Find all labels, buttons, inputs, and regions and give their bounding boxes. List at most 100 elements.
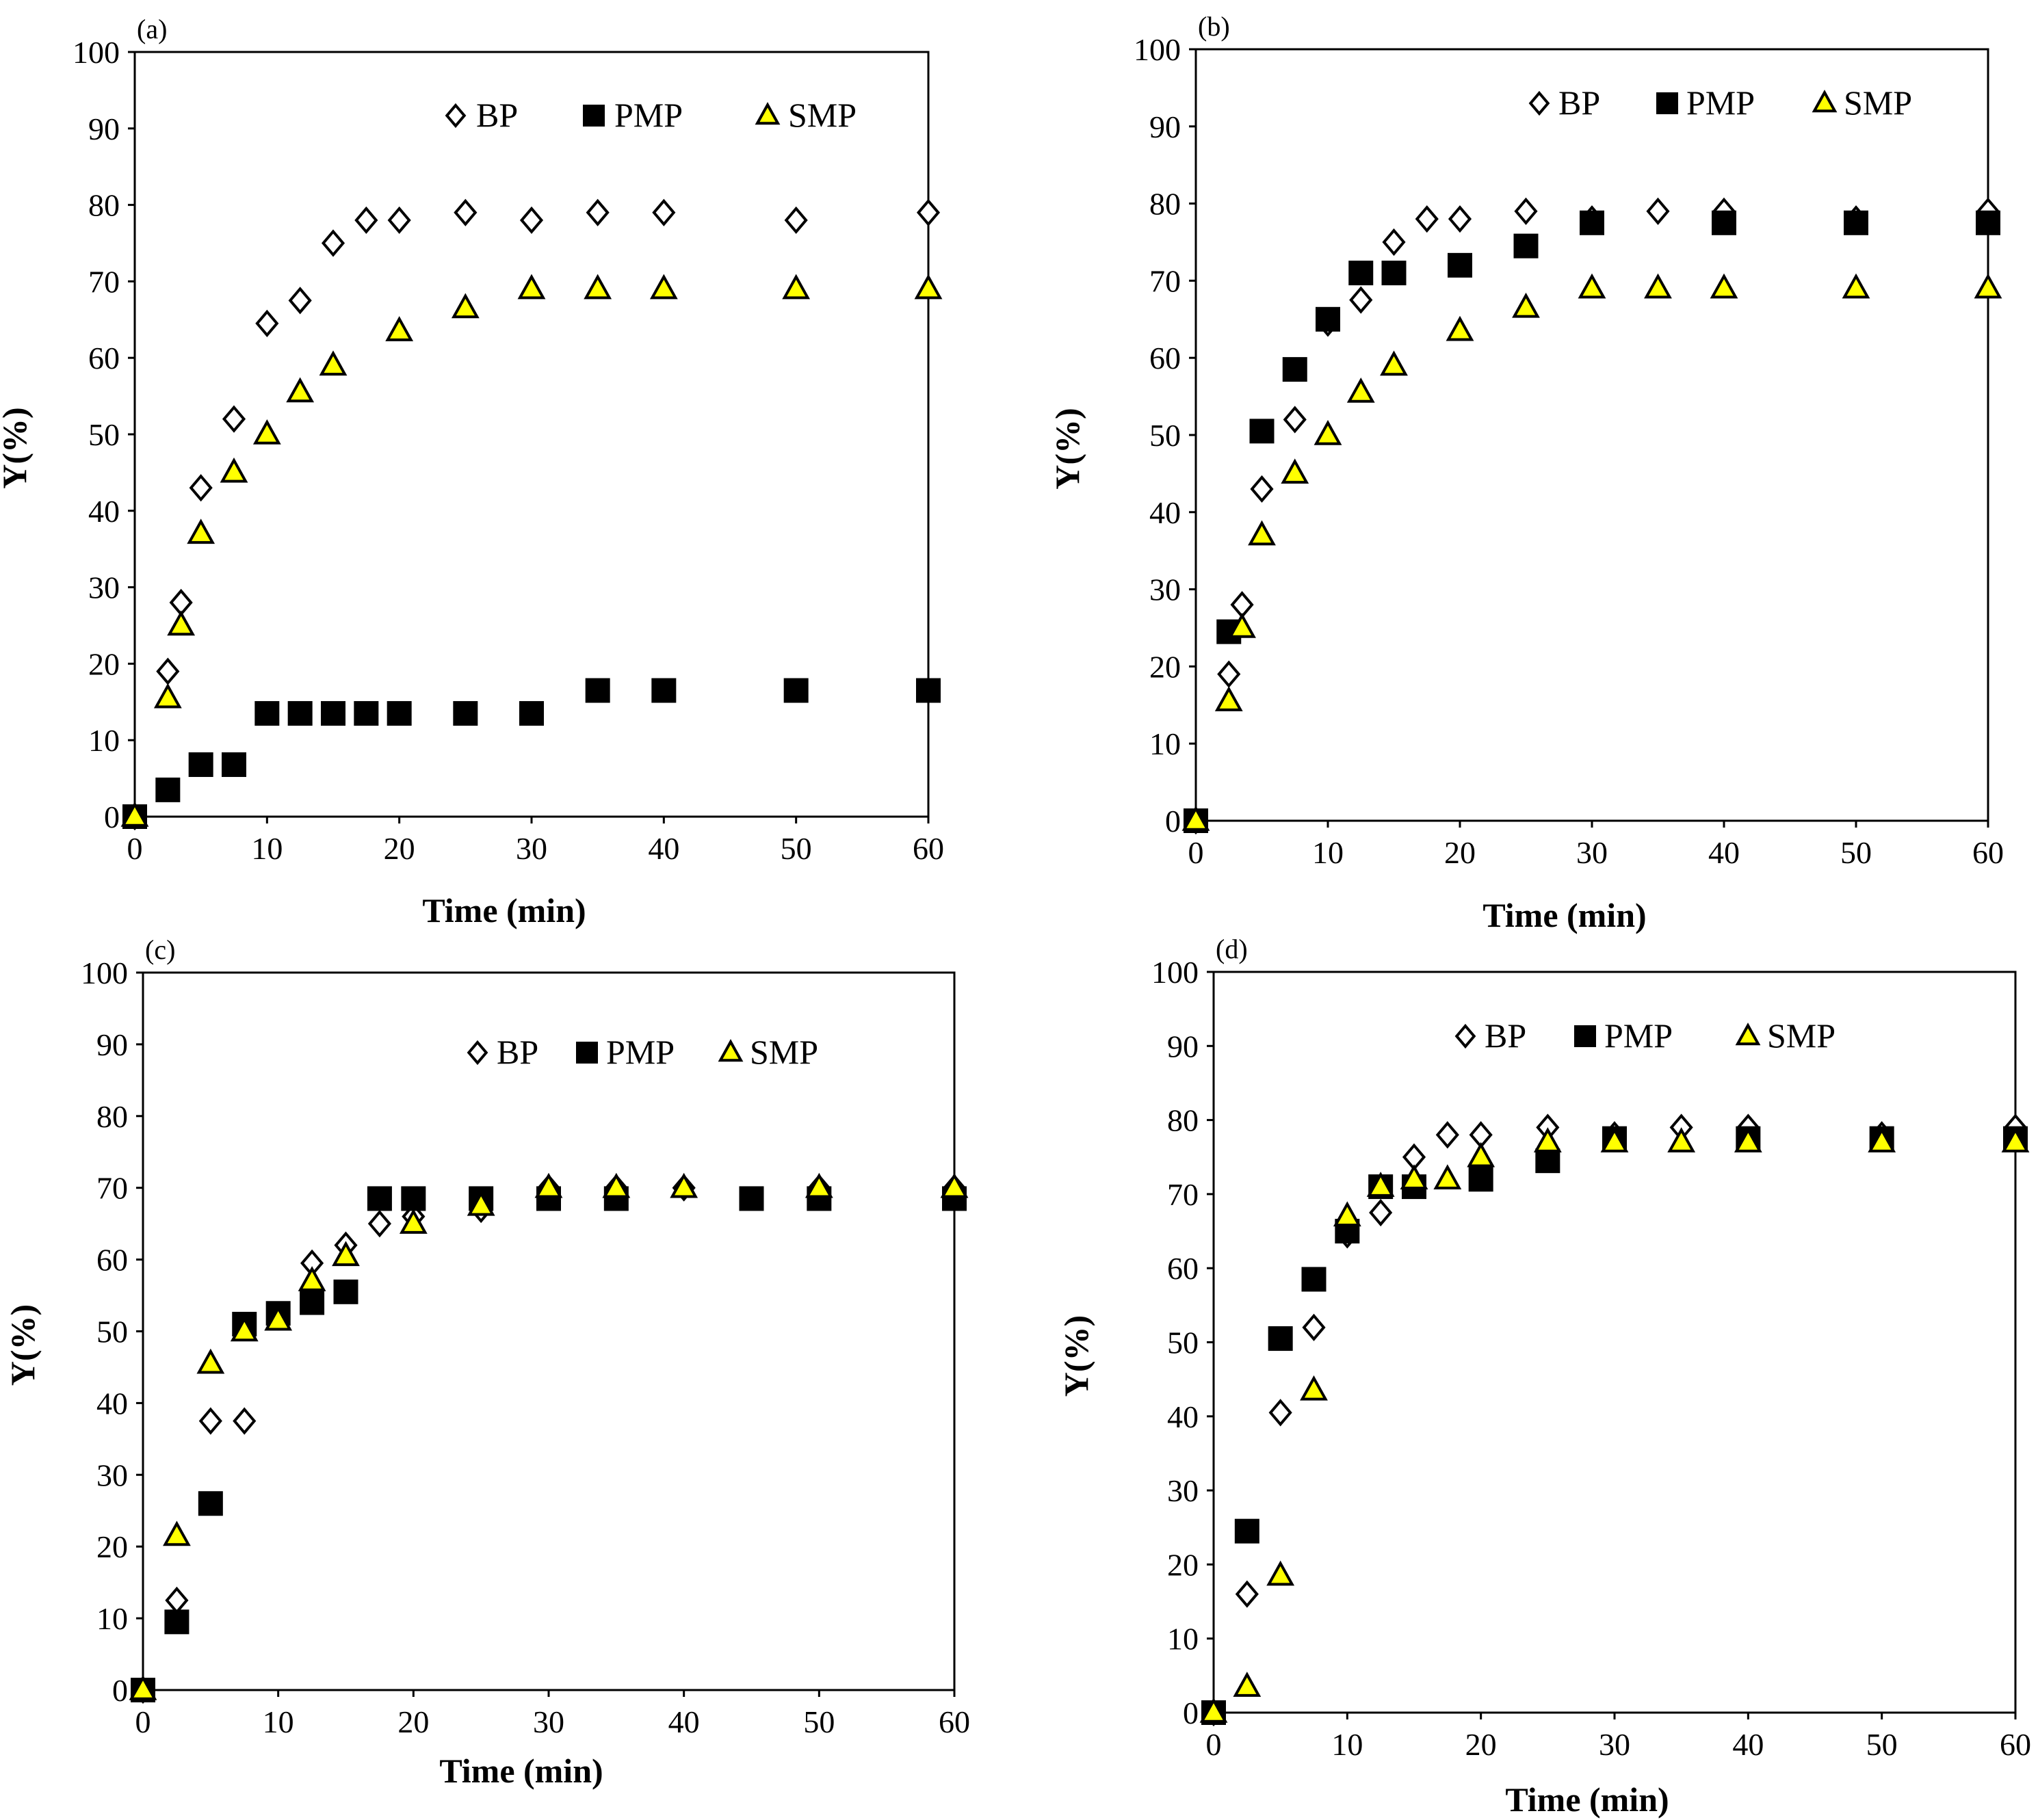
data-point-smp [385,316,414,341]
x-tick-label: 0 [127,831,143,866]
data-point-smp [1512,292,1540,318]
data-point-pmp [222,752,246,777]
y-tick-label: 60 [96,1243,128,1278]
y-tick-label: 30 [88,570,120,605]
legend-marker-smp [1812,90,1838,113]
data-point-pmp [651,678,677,703]
y-tick-label: 40 [1167,1399,1199,1434]
data-point-pmp [401,1186,426,1211]
y-tick-label: 40 [88,494,120,529]
y-tick-label: 90 [96,1027,128,1062]
panel-label: (a) [137,14,167,44]
series-bp [131,1174,967,1704]
y-tick-label: 60 [88,341,120,375]
legend: BP PMP SMP [467,1033,818,1071]
data-point-bp [156,657,180,685]
legend-label-smp: SMP [788,96,857,134]
data-point-bp [189,474,213,502]
data-point-smp [1667,1127,1696,1152]
data-point-smp [167,610,196,636]
legend-marker-bp [1528,90,1550,116]
x-tick-label: 50 [781,831,812,866]
data-point-smp [602,1172,631,1198]
data-point-bp [1514,197,1538,225]
y-tick-label: 10 [88,723,120,758]
data-point-smp [914,274,943,300]
data-point-bp [1646,197,1670,225]
panel-label: (b) [1198,11,1230,42]
data-point-bp [321,229,345,257]
data-point-smp [264,1305,293,1331]
data-point-bp [233,1407,257,1435]
legend-marker-pmp [583,105,605,127]
y-tick-label: 80 [88,188,120,223]
y-tick-label: 30 [96,1458,128,1492]
data-point-bp [916,198,941,226]
data-point-smp [2001,1127,2030,1152]
data-point-bp [1448,205,1472,233]
y-tick-label: 30 [1167,1473,1199,1508]
data-point-smp [163,1520,191,1546]
data-point-pmp [321,701,345,726]
legend-marker-smp [1735,1023,1761,1046]
y-axis-title: Y(%) [0,407,34,488]
y-tick-label: 0 [104,800,120,834]
data-point-smp [649,274,678,300]
legend-label-pmp: PMP [1686,83,1755,122]
data-point-smp [1199,1698,1228,1723]
data-point-smp [1433,1164,1462,1189]
data-point-bp [1415,205,1439,233]
plot-frame [1194,48,1989,822]
data-point-pmp [1535,1148,1560,1174]
legend-marker-bp [1454,1023,1476,1049]
legend: BP PMP SMP [445,96,857,134]
y-tick-label: 60 [1167,1251,1199,1286]
data-point-smp [1314,420,1342,445]
data-point-smp [534,1172,563,1198]
x-tick-label: 50 [803,1704,835,1739]
data-point-pmp [1316,306,1340,332]
data-point-pmp [1513,233,1539,259]
x-tick-label: 60 [1972,835,2004,870]
data-point-bp [1435,1121,1459,1149]
x-tick-label: 0 [1188,835,1204,870]
data-point-smp [286,377,315,403]
y-tick-label: 70 [96,1171,128,1206]
x-tick-label: 10 [251,831,283,866]
data-point-pmp [519,701,544,726]
y-tick-label: 90 [88,111,120,146]
y-tick-label: 10 [96,1601,128,1636]
data-point-pmp [254,701,280,726]
data-point-smp [1228,613,1256,638]
data-point-pmp [1301,1267,1327,1292]
x-axis-title: Time (min) [439,1752,603,1790]
y-tick-label: 70 [88,264,120,299]
data-point-pmp [1580,210,1604,235]
x-axis-title: Time (min) [422,891,586,929]
y-tick-label: 50 [1167,1326,1199,1360]
data-point-pmp [1468,1167,1493,1192]
data-point-pmp [1448,252,1472,278]
data-point-smp [1400,1164,1428,1189]
data-point-pmp [916,678,941,703]
x-tick-label: 20 [384,831,415,866]
data-point-smp [1380,350,1408,376]
x-tick-label: 30 [1576,835,1608,870]
data-point-smp [196,1348,225,1374]
data-point-pmp [1249,419,1275,444]
data-point-pmp [1381,261,1407,286]
data-point-smp [467,1190,495,1216]
plot-frame [1212,971,2017,1714]
y-tick-label: 10 [1149,726,1181,761]
data-point-bp [198,1407,222,1435]
series-pmp [1184,210,2000,833]
data-point-bp [1235,1580,1259,1608]
legend-marker-bp [445,103,467,129]
data-point-pmp [783,678,809,703]
chart-panel-1: 0 10 20 30 40 50 60 70 80 90 100 0 10 20 30 40 50 60 Time … [1048,11,2004,934]
panel-label: (d) [1216,934,1248,964]
data-point-bp [519,206,544,235]
series-bp [122,198,941,831]
data-point-smp [1600,1127,1629,1152]
